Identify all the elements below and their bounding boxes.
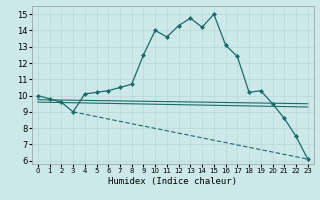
X-axis label: Humidex (Indice chaleur): Humidex (Indice chaleur): [108, 177, 237, 186]
